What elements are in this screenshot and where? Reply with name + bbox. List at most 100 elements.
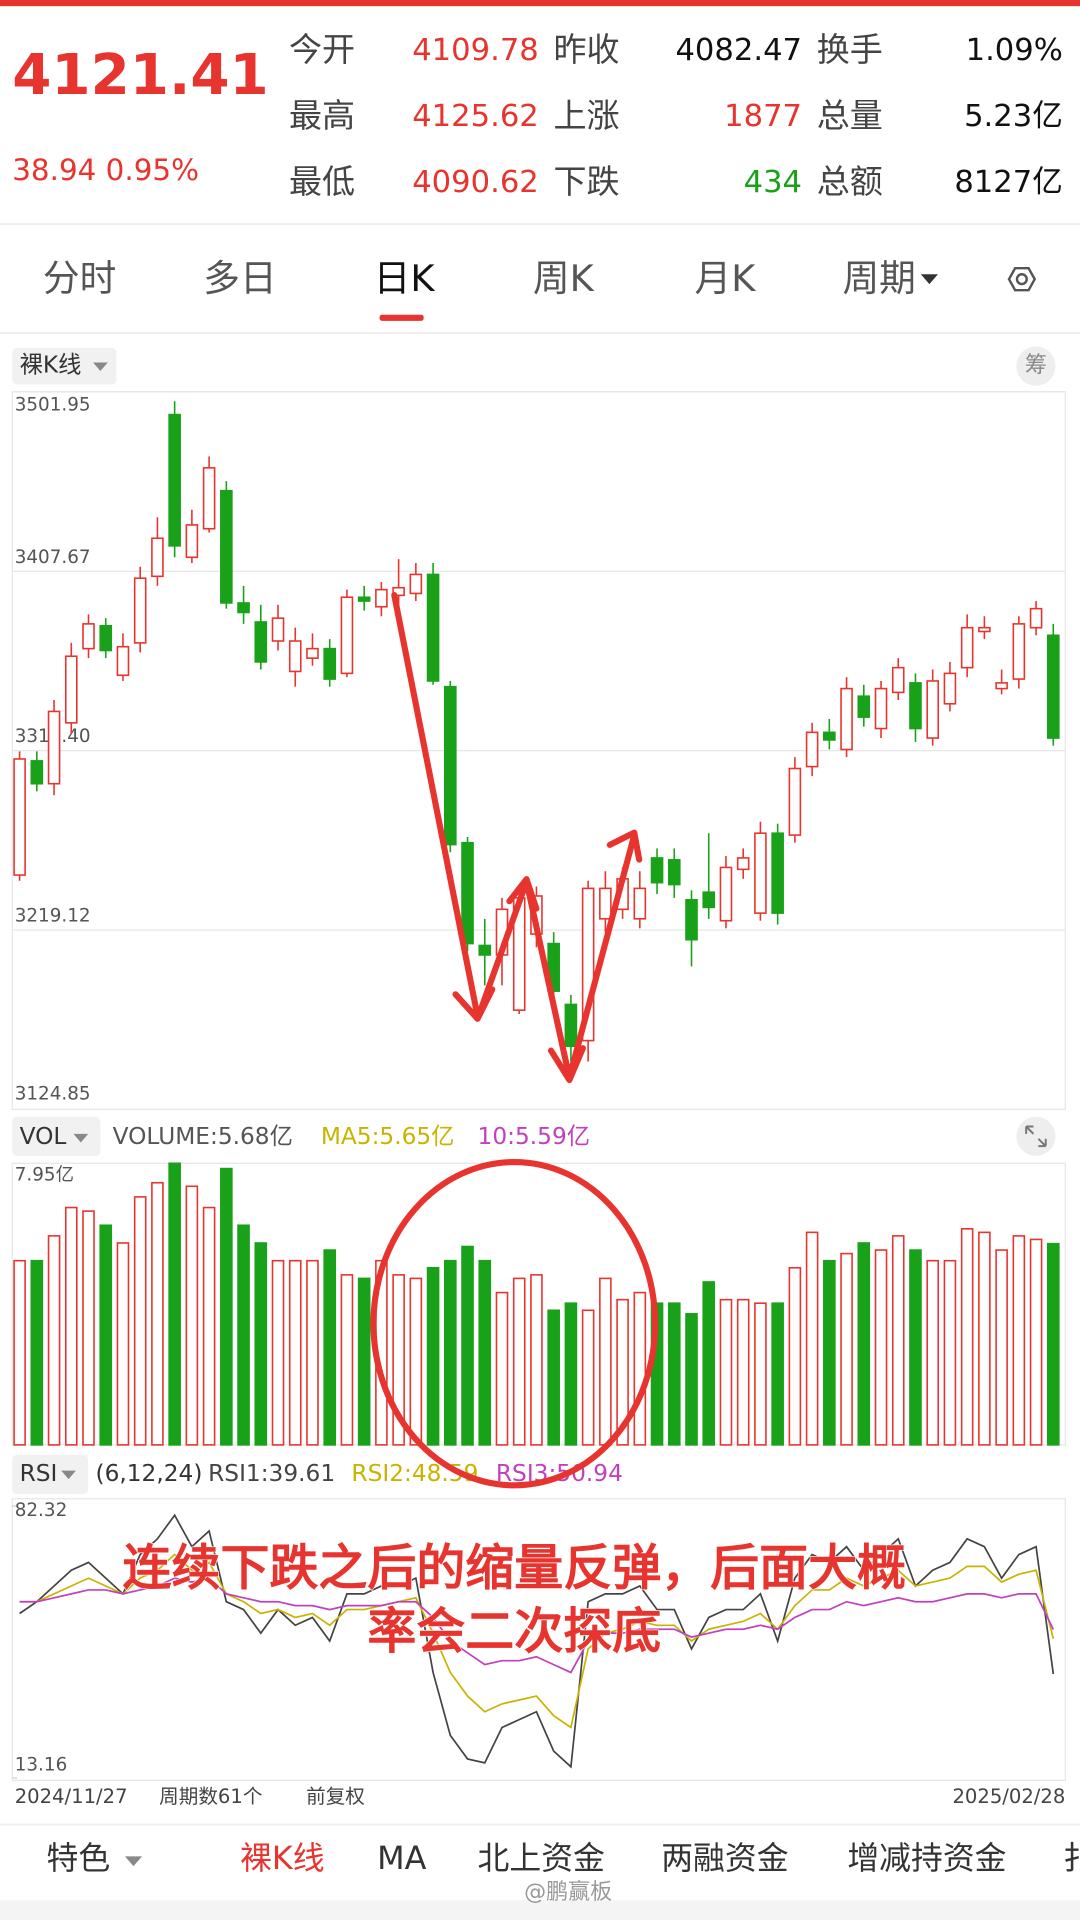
vol-button[interactable] (12, 1116, 101, 1156)
volume-bar (271, 1259, 285, 1446)
stat-value: 8127亿 (954, 165, 1063, 200)
volume-bar (633, 1291, 647, 1446)
nav-item[interactable]: 北上资金 (478, 1839, 605, 1877)
y-tick-label: 7.95亿 (15, 1165, 74, 1186)
mode-button[interactable] (12, 347, 117, 385)
stat-label: 下跌 (553, 162, 619, 201)
top-stripe (0, 0, 1080, 7)
stat-label: 换手 (817, 30, 883, 69)
candle-body (667, 859, 681, 886)
candle-body (444, 685, 457, 846)
rsi-button[interactable] (12, 1454, 89, 1494)
volume-bar (926, 1259, 940, 1446)
candle-body (736, 857, 750, 871)
nav-item[interactable]: 增减持资金 (847, 1839, 1006, 1877)
volume-bar (220, 1167, 233, 1446)
candle-body (685, 898, 698, 941)
volume-bar (116, 1242, 130, 1446)
price: 4121.41 (12, 43, 269, 108)
nav-item[interactable]: 特色 (47, 1839, 111, 1877)
stat-value: 5.23亿 (964, 99, 1063, 134)
period-count: 周期数61个 (159, 1785, 262, 1808)
candle-body (978, 626, 991, 633)
candle-body (323, 647, 337, 680)
candle-body (116, 645, 130, 677)
mode-label: RSI (20, 1460, 58, 1487)
mode-label: 裸K线 (20, 352, 82, 379)
volume-bar (840, 1252, 853, 1446)
candle-body (1047, 634, 1060, 739)
chip-button[interactable] (1016, 346, 1056, 386)
nav-item[interactable]: 两融资金 (661, 1839, 788, 1877)
volume-bar (478, 1259, 492, 1446)
candle-body (719, 866, 733, 922)
rsi-line (19, 1513, 1055, 1769)
tab[interactable]: 周期 (842, 257, 915, 300)
volume-bar (99, 1224, 113, 1446)
nav-item[interactable]: 扌 (1063, 1839, 1080, 1877)
candle-body (13, 758, 26, 876)
stat-label: 总额 (817, 162, 883, 201)
candle-body (340, 596, 354, 675)
volume-bar (909, 1249, 922, 1446)
nav-item[interactable]: 裸K线 (240, 1839, 325, 1877)
candle-body (202, 467, 216, 530)
candle-body (995, 682, 1008, 690)
volume-bar (64, 1206, 78, 1446)
settings-icon[interactable] (1007, 266, 1037, 292)
candle-body (30, 760, 44, 785)
volume-bar (891, 1235, 905, 1446)
rsi-line (19, 1577, 1055, 1674)
tab[interactable]: 日K (374, 257, 436, 300)
y-tick-label: 3219.12 (15, 906, 91, 927)
chip-label: 筹 (1025, 353, 1047, 378)
expand-icon (1025, 1125, 1047, 1148)
candle-body (357, 596, 371, 602)
tab[interactable]: 分时 (43, 257, 116, 300)
y-tick-label: 3407.67 (15, 547, 91, 568)
tab[interactable]: 月K (694, 257, 756, 300)
candle-body (771, 832, 784, 914)
candle-body (271, 617, 285, 642)
stat-value: 4109.78 (412, 33, 539, 68)
candle-body (909, 682, 922, 730)
volume-bar (788, 1266, 802, 1446)
volume-bar (599, 1277, 612, 1446)
tab[interactable]: 多日 (203, 257, 276, 300)
volume-bar (719, 1298, 733, 1446)
candle-body (581, 887, 595, 1042)
volume-bar (805, 1231, 819, 1446)
volume-bar (47, 1235, 61, 1446)
volume-bar (202, 1206, 216, 1446)
stat-value: 1.09% (966, 33, 1063, 68)
volume-bar (1012, 1235, 1026, 1446)
volume-bar (82, 1210, 95, 1446)
volume-bar (823, 1259, 836, 1446)
candle-body (1029, 607, 1043, 629)
candle-body (151, 537, 164, 578)
expand-button[interactable] (1016, 1116, 1056, 1156)
volume-bar (30, 1259, 44, 1446)
candle-body (237, 602, 250, 614)
volume-bar (288, 1259, 302, 1446)
candle-body (82, 623, 95, 650)
tab[interactable]: 周K (533, 257, 595, 300)
legend-entry: MA5:5.65亿 (321, 1123, 455, 1150)
volume-bar (754, 1302, 767, 1446)
candle-body (874, 687, 888, 730)
volume-bar (547, 1309, 560, 1446)
dropdown-caret (73, 1133, 89, 1143)
params: (6,12,24) (96, 1460, 203, 1487)
candle-body (857, 695, 871, 718)
stat-value: 1877 (724, 99, 802, 134)
adjust: 前复权 (306, 1785, 365, 1808)
volume-bar (357, 1277, 371, 1446)
volume-bar (409, 1277, 423, 1446)
nav-item[interactable]: MA (377, 1839, 426, 1877)
candle-body (306, 647, 319, 659)
volume-bar (426, 1266, 440, 1446)
candle-body (840, 687, 853, 751)
candle-body (633, 887, 647, 920)
y-tick-label: 3501.95 (15, 394, 91, 415)
volume-bar (444, 1259, 457, 1446)
